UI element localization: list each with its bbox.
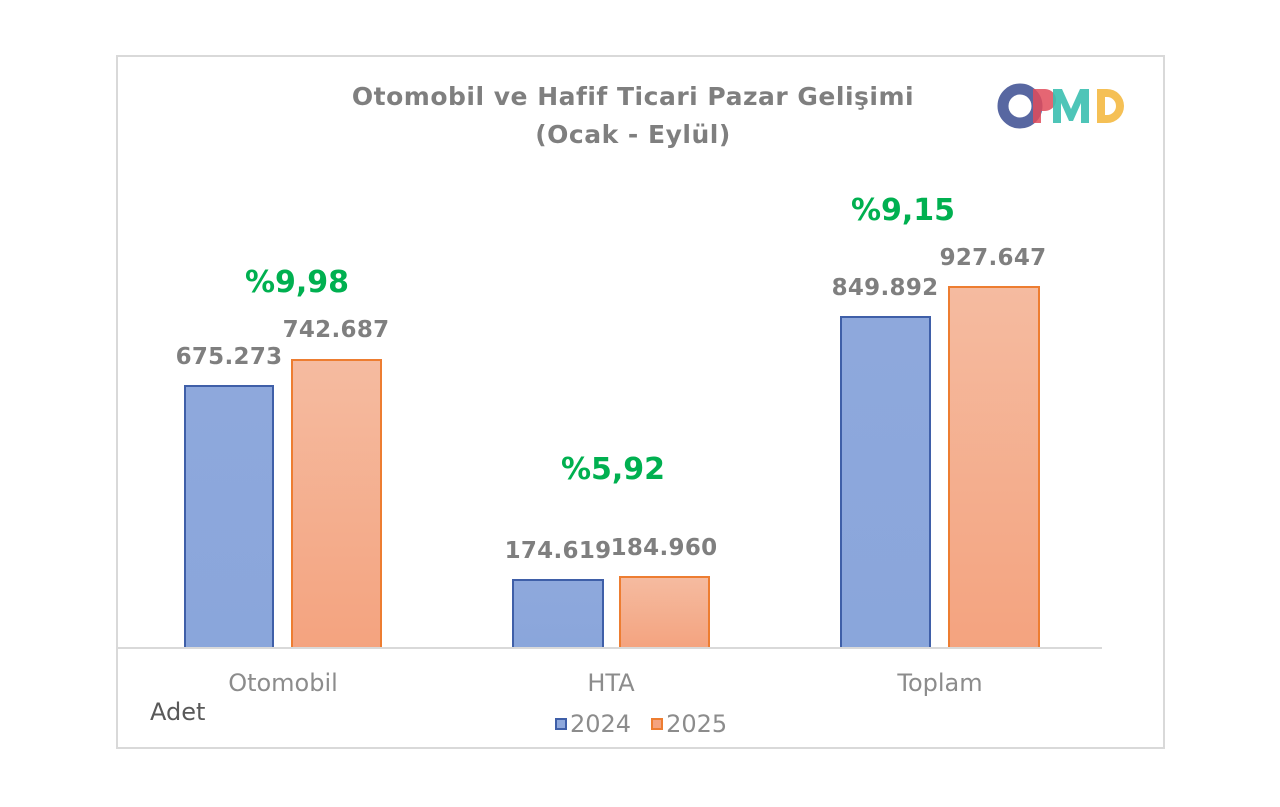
value-label-toplam-2024: 849.892: [831, 275, 939, 301]
category-label-otomobil: Otomobil: [228, 669, 338, 697]
legend-item-2024: 2024: [555, 710, 631, 738]
category-label-hta: HTA: [587, 669, 635, 697]
value-label-otomobil-2025: 742.687: [282, 317, 390, 343]
growth-label-otomobil: %9,98: [244, 265, 350, 300]
bar-toplam-2025: [948, 286, 1040, 648]
growth-label-hta: %5,92: [560, 452, 666, 487]
growth-label-toplam: %9,15: [850, 193, 956, 228]
unit-label: Adet: [150, 698, 206, 726]
bar-hta-2024: [512, 579, 604, 648]
legend-item-2025: 2025: [651, 710, 727, 738]
odmd-logo-icon: [997, 83, 1124, 129]
value-label-hta-2025: 184.960: [610, 535, 718, 561]
value-label-hta-2024: 174.619: [504, 538, 612, 564]
legend-label-2024: 2024: [570, 710, 632, 738]
legend-swatch-2024-icon: [555, 718, 567, 730]
chart-subtitle: (Ocak - Eylül): [535, 120, 731, 149]
bar-otomobil-2024: [184, 385, 274, 648]
value-label-otomobil-2024: 675.273: [175, 344, 283, 370]
category-label-toplam: Toplam: [897, 669, 983, 697]
bar-toplam-2024: [840, 316, 931, 648]
legend-label-2025: 2025: [666, 710, 728, 738]
chart-title: Otomobil ve Hafif Ticari Pazar Gelişimi: [351, 82, 915, 111]
bar-otomobil-2025: [291, 359, 382, 648]
value-label-toplam-2025: 927.647: [939, 245, 1047, 271]
legend: 2024 2025: [555, 710, 747, 738]
x-axis-line: [118, 647, 1102, 649]
bar-hta-2025: [619, 576, 710, 648]
legend-swatch-2025-icon: [651, 718, 664, 730]
